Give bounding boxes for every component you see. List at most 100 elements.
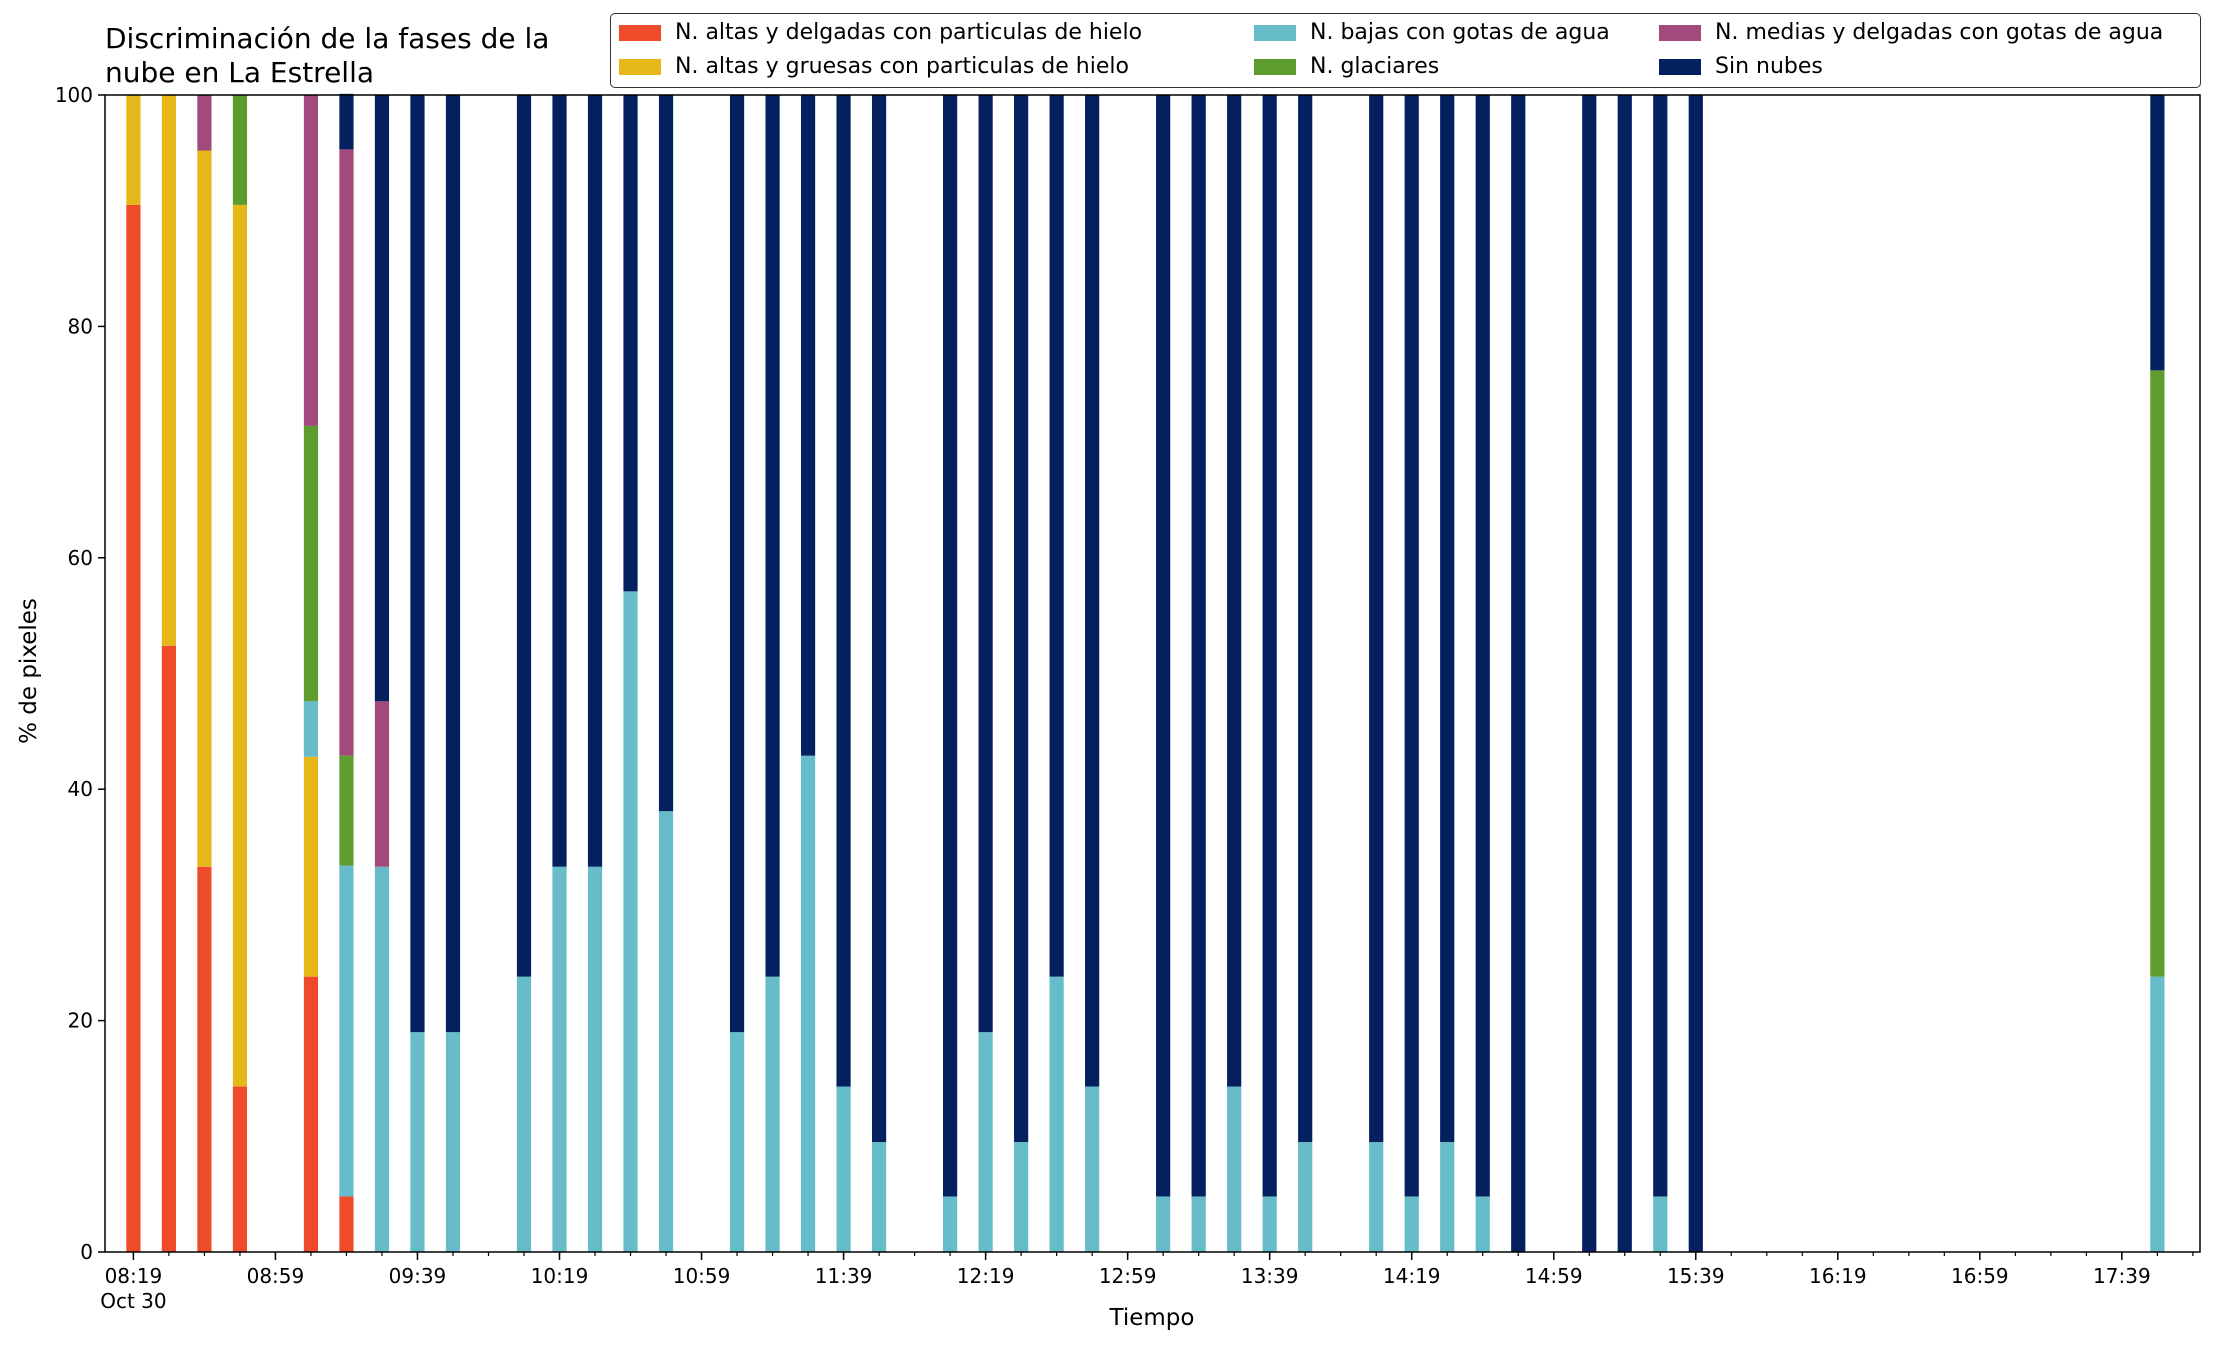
bar-segment-0919-s5 <box>339 93 354 150</box>
bar-segment-1049-s2 <box>658 811 674 1252</box>
bar-segment-1319-s2 <box>1191 1196 1206 1252</box>
x-tick-label: 15:39 <box>1667 1264 1725 1288</box>
bar-segment-0849-s0 <box>232 1086 248 1252</box>
chart-title-line-2: nube en La Estrella <box>105 56 375 89</box>
y-axis-label: % de pixeles <box>16 598 42 744</box>
bar-segment-1239-s2 <box>1049 976 1064 1252</box>
legend-label: N. glaciares <box>1310 54 1440 79</box>
bar-segment-0909-s0 <box>303 976 319 1252</box>
bar-segment-1229-s2 <box>1014 1142 1029 1252</box>
bar-segment-0819-s0 <box>126 204 141 1252</box>
bar-segment-0909-s4 <box>303 95 319 426</box>
bar-segment-1239-s5 <box>1049 95 1064 977</box>
bar-segment-1119-s2 <box>765 976 780 1252</box>
bar-segment-1219-s2 <box>978 1032 993 1252</box>
bar-segment-1419-s5 <box>1404 95 1419 1197</box>
y-tick-label: 20 <box>68 1009 93 1033</box>
bar-segment-0929-s4 <box>374 701 390 867</box>
x-tick-label: 09:39 <box>389 1264 447 1288</box>
bar-segment-0909-s1 <box>303 756 319 977</box>
y-tick-label: 60 <box>68 546 93 570</box>
legend-swatch <box>619 24 661 41</box>
bar-segment-1319-s5 <box>1191 95 1206 1197</box>
legend: N. altas y delgadas con particulas de hi… <box>610 13 2201 88</box>
bar-segment-1249-s5 <box>1085 95 1100 1087</box>
x-tick-label: 10:59 <box>673 1264 731 1288</box>
bar-segment-1439-s2 <box>1475 1196 1490 1252</box>
bar-segment-1429-s5 <box>1440 95 1455 1143</box>
bar-segment-0909-s2 <box>303 701 319 757</box>
legend-item-medias-delgadas: N. medias y delgadas con gotas de agua <box>1659 20 2163 45</box>
legend-item-altas-delgadas: N. altas y delgadas con particulas de hi… <box>619 20 1142 45</box>
x-tick-label: 13:39 <box>1241 1264 1299 1288</box>
x-axis-label: Tiempo <box>1109 1305 1195 1331</box>
bar-segment-0839-s0 <box>197 866 212 1252</box>
bar-segment-1149-s2 <box>871 1142 887 1252</box>
legend-label: N. bajas con gotas de agua <box>1310 20 1610 45</box>
bar-segment-1149-s5 <box>871 95 887 1143</box>
bar-segment-1339-s2 <box>1262 1196 1277 1252</box>
bar-segment-0949-s2 <box>445 1032 461 1252</box>
y-tick-label: 80 <box>68 314 93 338</box>
legend-label: N. altas y gruesas con particulas de hie… <box>675 54 1129 79</box>
bar-segment-1109-s2 <box>729 1032 745 1252</box>
x-tick-label: 10:19 <box>531 1264 589 1288</box>
bar-segment-0939-s5 <box>410 95 425 1033</box>
x-tick-label: 12:59 <box>1099 1264 1157 1288</box>
bar-segment-1039-s2 <box>623 591 638 1252</box>
bar-segment-0839-s4 <box>197 95 212 151</box>
bar-segment-1329-s2 <box>1227 1086 1242 1252</box>
y-tick-label: 0 <box>80 1240 93 1264</box>
bar-segment-1439-s5 <box>1475 95 1490 1197</box>
bar-segment-1209-s2 <box>943 1196 958 1252</box>
bar-segment-0829-s1 <box>161 95 177 646</box>
bar-segment-1039-s5 <box>623 95 638 592</box>
bar-segment-1349-s5 <box>1298 95 1313 1143</box>
chart-title-line-1: Discriminación de la fases de la <box>105 22 550 55</box>
bar-segment-0939-s2 <box>410 1032 425 1252</box>
bar-segment-1749-s3 <box>2150 370 2165 977</box>
bar-segment-0839-s1 <box>197 150 212 867</box>
legend-label: Sin nubes <box>1715 54 1823 79</box>
legend-swatch <box>619 58 661 75</box>
bar-segment-1129-s5 <box>800 95 816 756</box>
x-tick-label: 14:59 <box>1525 1264 1583 1288</box>
bar-segment-1529-s5 <box>1653 95 1668 1197</box>
bar-segment-1019-s2 <box>552 866 567 1252</box>
bar-segment-1409-s2 <box>1369 1142 1384 1252</box>
bar-segment-1409-s5 <box>1369 95 1384 1143</box>
bar-segment-1139-s2 <box>836 1086 851 1252</box>
x-tick-label: 08:59 <box>247 1264 305 1288</box>
bar-segment-0949-s5 <box>445 95 461 1033</box>
bars <box>126 93 2165 1252</box>
legend-swatch <box>1254 58 1296 75</box>
bar-segment-1519-s5 <box>1617 95 1632 1252</box>
bar-segment-1009-s5 <box>516 95 532 977</box>
bar-segment-1029-s5 <box>587 95 603 867</box>
legend-item-sin-nubes: Sin nubes <box>1659 54 1823 79</box>
bar-segment-1129-s2 <box>800 755 816 1252</box>
bar-segment-0919-s0 <box>339 1196 354 1252</box>
bar-segment-1539-s5 <box>1688 95 1703 1252</box>
bar-segment-1429-s2 <box>1440 1142 1455 1252</box>
bar-segment-0849-s1 <box>232 204 248 1087</box>
bar-segment-1249-s2 <box>1085 1086 1100 1252</box>
bar-segment-0919-s4 <box>339 149 354 756</box>
bar-segment-1529-s2 <box>1653 1196 1668 1252</box>
bar-segment-0909-s3 <box>303 425 319 702</box>
bar-segment-0819-s1 <box>126 95 141 205</box>
legend-swatch <box>1254 24 1296 41</box>
bar-segment-0829-s0 <box>161 645 177 1252</box>
bar-segment-1119-s5 <box>765 95 780 977</box>
bar-segment-1749-s5 <box>2150 95 2165 371</box>
bar-segment-1309-s5 <box>1156 95 1171 1197</box>
bar-segment-1229-s5 <box>1014 95 1029 1143</box>
bar-segment-1509-s5 <box>1582 95 1597 1252</box>
legend-label: N. medias y delgadas con gotas de agua <box>1715 20 2164 45</box>
plot-frame <box>104 94 2201 1253</box>
bar-segment-0929-s5 <box>374 95 390 702</box>
legend-item-altas-gruesas: N. altas y gruesas con particulas de hie… <box>619 54 1129 79</box>
y-tick-label: 40 <box>68 777 93 801</box>
